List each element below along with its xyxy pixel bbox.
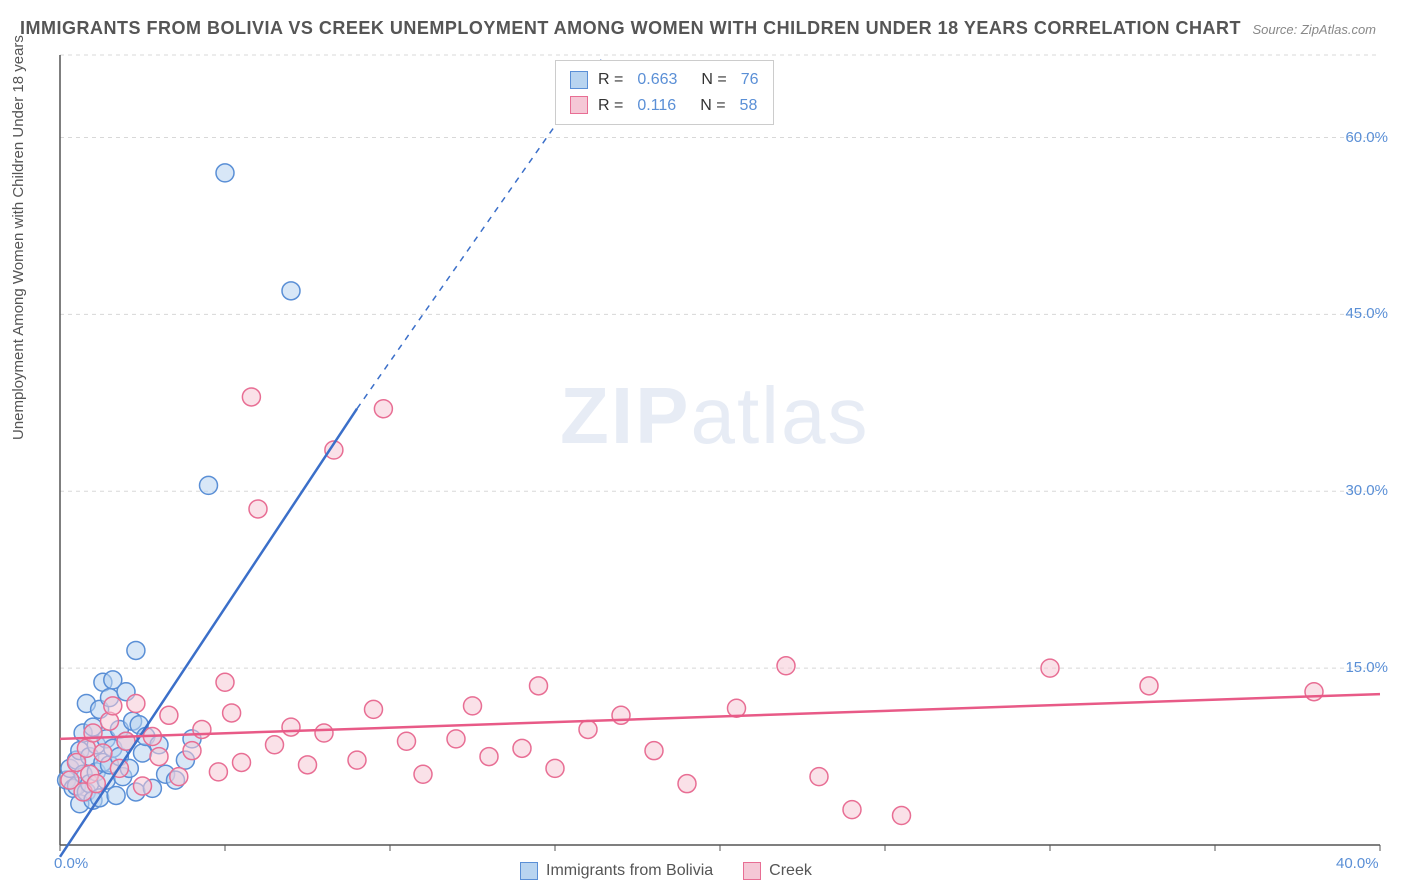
y-tick-label: 60.0% — [1345, 129, 1388, 146]
legend-swatch — [743, 862, 761, 880]
legend-stat-row: R =0.116N =58 — [570, 93, 759, 119]
y-tick-label: 45.0% — [1345, 305, 1388, 322]
legend-stat-row: R =0.663N =76 — [570, 67, 759, 93]
legend-swatch — [570, 71, 588, 89]
legend-stats-box: R =0.663N =76R =0.116N =58 — [555, 60, 774, 125]
legend-item: Immigrants from Bolivia — [520, 862, 713, 880]
y-tick-label: 15.0% — [1345, 659, 1388, 676]
x-tick-label: 0.0% — [54, 855, 88, 872]
x-tick-label: 40.0% — [1336, 855, 1379, 872]
scatter-chart — [0, 0, 1406, 892]
legend-swatch — [520, 862, 538, 880]
legend-label: Creek — [769, 862, 812, 880]
legend-label: Immigrants from Bolivia — [546, 862, 713, 880]
y-tick-label: 30.0% — [1345, 482, 1388, 499]
legend-item: Creek — [743, 862, 812, 880]
legend-swatch — [570, 96, 588, 114]
legend-bottom: Immigrants from Bolivia Creek — [520, 862, 812, 880]
